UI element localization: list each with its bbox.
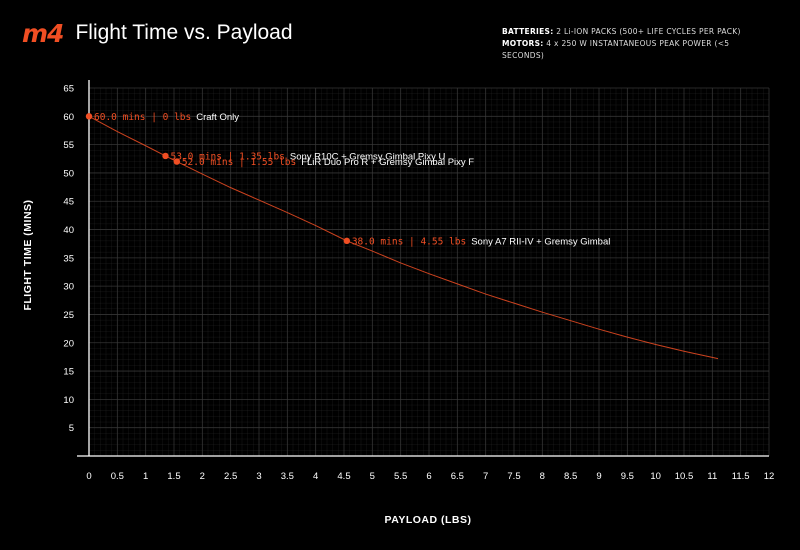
x-tick-label: 9.5	[621, 471, 634, 482]
x-tick-label: 1	[143, 471, 148, 482]
x-tick-label: 2	[200, 471, 205, 482]
x-tick-label: 4.5	[337, 471, 350, 482]
x-tick-label: 11	[707, 471, 717, 482]
chart-title: Flight Time vs. Payload	[75, 21, 293, 44]
batteries-value: 2 Li-ION PACKS (500+ LIFE CYCLES PER PAC…	[556, 27, 741, 36]
data-point	[343, 237, 351, 245]
data-point	[173, 158, 181, 165]
y-tick-label: 60	[63, 112, 74, 123]
data-point	[162, 152, 169, 160]
x-tick-label: 8	[540, 471, 545, 482]
data-label-payload: Sony R10C + Gremsy Gimbal Pixy U	[290, 151, 446, 162]
y-tick-label: 5	[69, 423, 74, 434]
chart-header: m4 Flight Time vs. Payload	[22, 18, 293, 48]
y-tick-label: 65	[63, 84, 74, 95]
x-tick-label: 4	[313, 471, 318, 482]
x-tick-label: 0.5	[111, 471, 124, 482]
y-tick-label: 20	[63, 338, 74, 349]
y-tick-label: 45	[63, 197, 74, 208]
data-label-value: 52.0 mins | 1.55 lbs	[182, 157, 296, 168]
x-tick-label: 7.5	[507, 471, 520, 482]
specs-block: BATTERIES: 2 Li-ION PACKS (500+ LIFE CYC…	[502, 26, 770, 62]
x-tick-label: 6	[426, 471, 431, 482]
y-tick-label: 55	[63, 140, 74, 151]
y-tick-label: 30	[63, 282, 74, 293]
motors-label: MOTORS:	[502, 39, 544, 48]
data-label-payload: Sony A7 RII-IV + Gremsy Gimbal	[471, 236, 610, 247]
x-tick-label: 5	[370, 471, 375, 482]
x-tick-label: 6.5	[451, 471, 464, 482]
data-label-value: 60.0 mins | 0 lbs	[94, 112, 191, 123]
x-tick-label: 11.5	[732, 471, 750, 482]
y-tick-label: 40	[63, 225, 74, 236]
x-tick-label: 9	[596, 471, 601, 482]
m4-logo: m4	[22, 18, 64, 48]
batteries-label: BATTERIES:	[502, 27, 554, 36]
data-label: 38.0 mins | 4.55 lbs Sony A7 RII-IV + Gre…	[352, 236, 611, 247]
data-label-payload: Craft Only	[196, 112, 239, 123]
batteries-spec: BATTERIES: 2 Li-ION PACKS (500+ LIFE CYC…	[502, 26, 770, 38]
data-label: 53.0 mins | 1.35 lbs Sony R10C + Gremsy G…	[171, 151, 446, 162]
y-tick-label: 50	[63, 168, 74, 179]
x-tick-label: 10	[650, 471, 661, 482]
x-tick-label: 3.5	[281, 471, 294, 482]
y-axis-title: FLIGHT TIME (MINS)	[22, 199, 34, 310]
data-label: 60.0 mins | 0 lbs Craft Only	[94, 112, 239, 123]
data-point	[85, 113, 93, 120]
data-label-value: 38.0 mins | 4.55 lbs	[352, 236, 466, 247]
x-tick-label: 8.5	[564, 471, 577, 482]
x-tick-label: 3	[256, 471, 261, 482]
data-label: 52.0 mins | 1.55 lbs FLiR Duo Pro R + Gre…	[182, 157, 474, 168]
data-label-value: 53.0 mins | 1.35 lbs	[171, 151, 285, 162]
y-tick-label: 10	[63, 395, 74, 406]
x-tick-label: 7	[483, 471, 488, 482]
x-tick-label: 2.5	[224, 471, 237, 482]
x-tick-label: 1.5	[167, 471, 180, 482]
data-label-payload: FLiR Duo Pro R + Gremsy Gimbal Pixy F	[301, 157, 474, 168]
motors-spec: MOTORS: 4 x 250 W INSTANTANEOUS PEAK POW…	[502, 38, 770, 62]
y-tick-label: 25	[63, 310, 74, 321]
x-axis-title: PAYLOAD (LBS)	[384, 514, 471, 526]
y-tick-label: 35	[63, 253, 74, 264]
x-tick-label: 12	[764, 471, 775, 482]
x-tick-label: 0	[86, 471, 91, 482]
x-tick-label: 10.5	[675, 471, 694, 482]
motors-value: 4 x 250 W INSTANTANEOUS PEAK POWER (<5 S…	[502, 39, 730, 60]
x-tick-label: 5.5	[394, 471, 407, 482]
y-tick-label: 15	[63, 367, 74, 378]
